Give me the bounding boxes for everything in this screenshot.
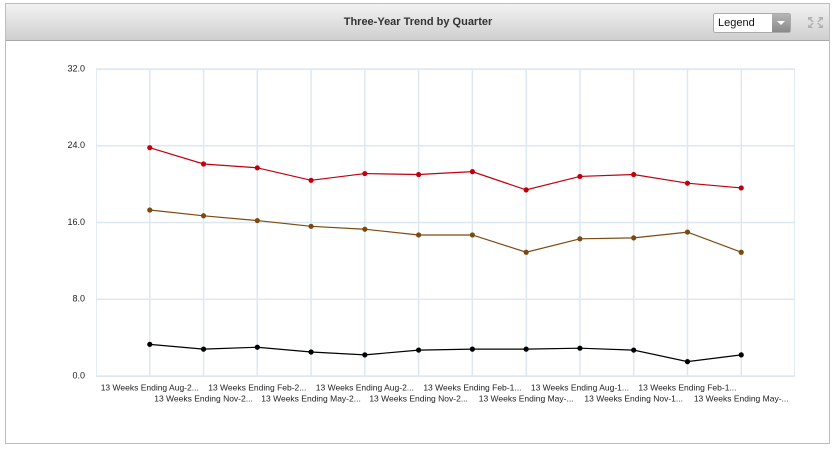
data-point — [200, 213, 207, 219]
expand-icon[interactable] — [808, 17, 823, 28]
y-tick-label: 24.0 — [67, 140, 85, 150]
data-point — [738, 352, 744, 358]
chart-title: Three-Year Trend by Quarter — [344, 16, 493, 28]
series-line — [149, 209, 742, 253]
data-point — [631, 171, 637, 178]
data-point — [684, 180, 691, 186]
dropdown-label[interactable]: Legend — [718, 17, 755, 29]
data-point — [684, 229, 691, 235]
data-point — [469, 346, 475, 352]
x-tick-label: 13 Weeks Ending Feb-1... — [638, 382, 736, 392]
data-point — [631, 347, 637, 353]
dropdown-box[interactable] — [713, 13, 791, 33]
data-point — [523, 249, 529, 255]
y-tick-label: 0.0 — [72, 370, 85, 380]
data-point — [362, 226, 368, 232]
data-point — [577, 345, 583, 351]
x-tick-label: 13 Weeks Ending Aug-1... — [531, 382, 629, 392]
y-tick-label: 32.0 — [67, 63, 85, 73]
series-line — [149, 343, 742, 363]
x-tick-label: 13 Weeks Ending Aug-2... — [316, 382, 414, 392]
data-point — [147, 341, 153, 347]
data-point — [738, 185, 744, 191]
data-point — [469, 169, 475, 175]
x-tick-label: 13 Weeks Ending Nov-1... — [584, 393, 683, 403]
data-point — [147, 145, 153, 151]
data-point — [200, 161, 207, 167]
data-point — [254, 344, 260, 350]
data-point — [416, 232, 422, 238]
expand-glyph[interactable] — [808, 17, 823, 28]
data-point — [362, 170, 368, 177]
y-tick-label: 8.0 — [72, 294, 85, 304]
panel — [5, 3, 830, 444]
data-point — [308, 223, 314, 229]
data-point — [308, 177, 314, 183]
x-tick-label: 13 Weeks Ending Feb-1... — [423, 382, 521, 392]
x-tick-label: 13 Weeks Ending Nov-2... — [369, 393, 468, 403]
legend-dropdown[interactable]: Legend — [713, 13, 791, 33]
data-point — [577, 173, 583, 180]
data-point — [684, 359, 691, 365]
x-tick-label: 13 Weeks Ending Feb-2... — [208, 382, 306, 392]
series-line — [149, 147, 742, 191]
data-point — [469, 232, 475, 238]
dropdown-arrow — [777, 21, 785, 25]
data-point — [416, 171, 422, 178]
data-point — [254, 217, 260, 224]
data-point — [308, 349, 314, 355]
x-tick-label: 13 Weeks Ending Nov-2... — [154, 393, 253, 403]
x-tick-label: 13 Weeks Ending May-2... — [261, 393, 361, 403]
data-point — [523, 187, 529, 193]
data-point — [416, 347, 422, 353]
x-tick-label: 13 Weeks Ending May-... — [479, 393, 574, 403]
data-point — [577, 236, 583, 242]
y-tick-label: 16.0 — [67, 217, 85, 227]
data-point — [147, 207, 153, 213]
header-bar — [6, 4, 829, 40]
data-point — [200, 346, 207, 352]
data-point — [738, 249, 744, 255]
data-point — [523, 346, 529, 352]
data-point — [631, 235, 637, 241]
x-tick-label: 13 Weeks Ending May-... — [694, 393, 789, 403]
data-point — [254, 165, 260, 171]
x-tick-label: 13 Weeks Ending Aug-2... — [101, 382, 199, 392]
data-point — [362, 352, 368, 358]
